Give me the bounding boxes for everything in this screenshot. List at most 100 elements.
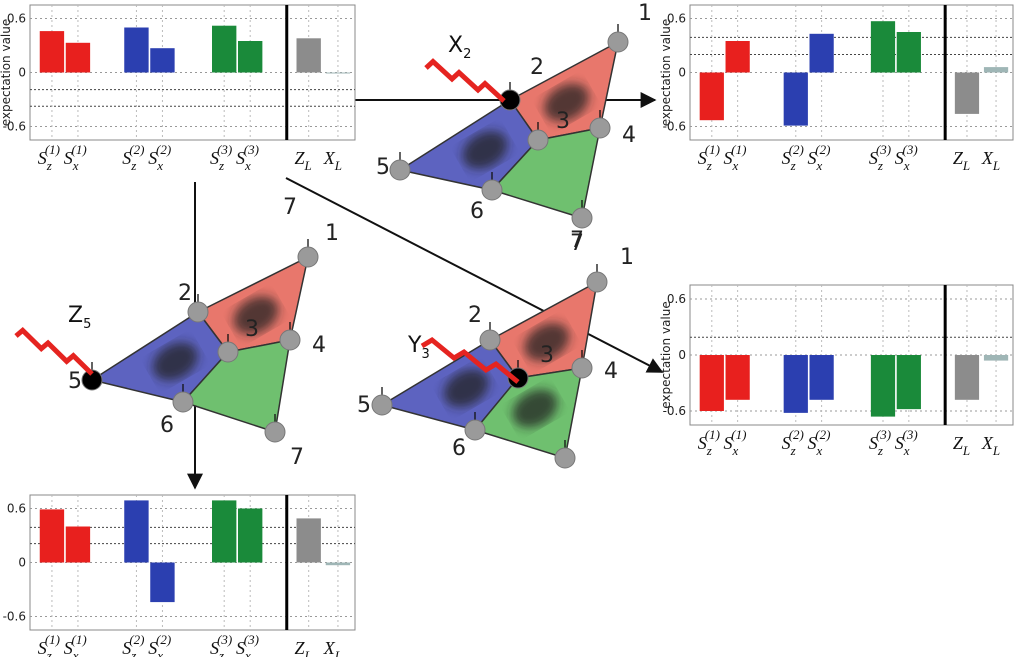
qubit xyxy=(572,208,592,228)
x-tick-label: Sz(3) xyxy=(210,142,232,173)
node-label: 2 xyxy=(178,281,192,306)
qubit xyxy=(173,392,193,412)
y-tick-label: 0.6 xyxy=(7,502,26,516)
qubit xyxy=(390,160,410,180)
x-tick-label: Sz(2) xyxy=(782,427,804,458)
x-tick-label: Sx(3) xyxy=(895,142,918,173)
x-tick-label-sub: x xyxy=(732,443,739,458)
y-axis-label: expectation value xyxy=(659,301,673,409)
x-tick-label-sub: x xyxy=(244,648,251,657)
x-tick-label-sub: x xyxy=(816,158,823,173)
x-tick-label: Sx(3) xyxy=(236,142,259,173)
x-tick-label-sup: (1) xyxy=(705,427,720,442)
bar xyxy=(700,355,724,411)
node-label: 7 xyxy=(283,195,297,220)
x-tick-label-sub: z xyxy=(46,158,52,173)
operator-label-sub: 3 xyxy=(421,347,429,362)
node-label: 6 xyxy=(470,199,484,224)
bar-chart: 0.60-0.6Sz(1)Sx(1)Sz(2)Sx(2)Sz(3)Sx(3)ZL… xyxy=(3,495,355,657)
x-tick-label-sub: L xyxy=(992,443,1000,458)
node-label: 3 xyxy=(556,109,570,134)
qubit xyxy=(298,247,318,267)
y-tick-label: 0 xyxy=(678,66,686,80)
x-tick-label-sub: z xyxy=(218,648,224,657)
operator-label-base: Y xyxy=(407,333,422,358)
x-tick-label-sup: (2) xyxy=(789,142,804,157)
kick xyxy=(426,62,504,102)
page: 1234567X212345677Z51234567Y30.60-0.6Sz(1… xyxy=(0,0,1016,657)
qubit xyxy=(608,32,628,52)
diagram: 1234567X2 xyxy=(376,1,652,256)
qubit xyxy=(265,422,285,442)
bar xyxy=(326,73,350,74)
x-tick-label-sub: x xyxy=(156,158,163,173)
node-label: 1 xyxy=(325,221,339,246)
y-tick-label: 0 xyxy=(678,348,686,362)
x-tick-label: Sx(1) xyxy=(724,427,747,458)
qubit xyxy=(280,330,300,350)
operator-label: Z5 xyxy=(68,303,91,332)
x-tick-label: ZL xyxy=(295,148,312,173)
x-tick-label-sup: (2) xyxy=(156,142,171,157)
qubit xyxy=(465,420,485,440)
x-tick-label: XL xyxy=(323,148,342,173)
bar xyxy=(238,509,262,563)
bar xyxy=(326,563,350,566)
x-tick-label-sub: z xyxy=(790,443,796,458)
x-tick-label-sub: L xyxy=(962,158,970,173)
x-tick-label: Sz(1) xyxy=(698,427,720,458)
bar-chart: 0.60-0.6Sz(1)Sx(1)Sz(2)Sx(2)Sz(3)Sx(3)ZL… xyxy=(659,285,1013,458)
node-label: 6 xyxy=(452,436,466,461)
y-tick-label: -0.6 xyxy=(3,610,26,624)
x-tick-label: ZL xyxy=(953,148,970,173)
node-label: 5 xyxy=(357,393,371,418)
x-tick-label: Sx(1) xyxy=(64,142,87,173)
bar xyxy=(700,73,724,121)
x-tick-label-sub: z xyxy=(877,443,883,458)
x-tick-label-sup: (2) xyxy=(815,142,830,157)
x-tick-label: Sx(2) xyxy=(148,142,171,173)
bar xyxy=(40,509,64,562)
node-label: 4 xyxy=(622,123,636,148)
y-axis-label: expectation value xyxy=(659,19,673,127)
x-tick-label: XL xyxy=(323,638,342,657)
x-tick-label: Sz(3) xyxy=(869,427,891,458)
qubit xyxy=(482,180,502,200)
x-tick-label-sub: x xyxy=(244,158,251,173)
x-tick-label-sub: z xyxy=(130,158,136,173)
bar xyxy=(297,38,321,72)
x-tick-label-sup: (2) xyxy=(156,632,171,647)
x-tick-label-sub: x xyxy=(903,443,910,458)
node-label: 7 xyxy=(290,445,304,470)
node-label: 2 xyxy=(530,55,544,80)
x-tick-label-sup: (3) xyxy=(903,142,918,157)
qubit xyxy=(572,358,592,378)
qubit xyxy=(555,448,575,468)
node-label: 5 xyxy=(376,155,390,180)
bar xyxy=(984,67,1008,72)
x-tick-label-sup: (1) xyxy=(45,142,60,157)
qubit xyxy=(528,130,548,150)
bar xyxy=(66,43,90,73)
x-tick-label: Sz(2) xyxy=(122,142,144,173)
bar xyxy=(955,355,979,400)
x-tick-label-sub: x xyxy=(732,158,739,173)
x-tick-label-sup: (1) xyxy=(72,142,87,157)
bar xyxy=(897,32,921,73)
bar xyxy=(212,26,236,73)
x-tick-label: Sz(1) xyxy=(38,142,60,173)
x-tick-label: Sz(1) xyxy=(38,632,60,657)
qubit xyxy=(590,118,610,138)
y-tick-label: 0 xyxy=(18,66,26,80)
node-label: 1 xyxy=(620,245,634,270)
operator-label: X2 xyxy=(448,33,471,62)
bar xyxy=(871,355,895,417)
x-tick-label-sup: (3) xyxy=(876,427,891,442)
x-tick-label: Sz(2) xyxy=(122,632,144,657)
bar xyxy=(150,563,174,603)
operator-label-sub: 5 xyxy=(83,317,91,332)
x-tick-label: Sx(2) xyxy=(148,632,171,657)
x-tick-label-sub: L xyxy=(962,443,970,458)
bar xyxy=(897,355,921,409)
